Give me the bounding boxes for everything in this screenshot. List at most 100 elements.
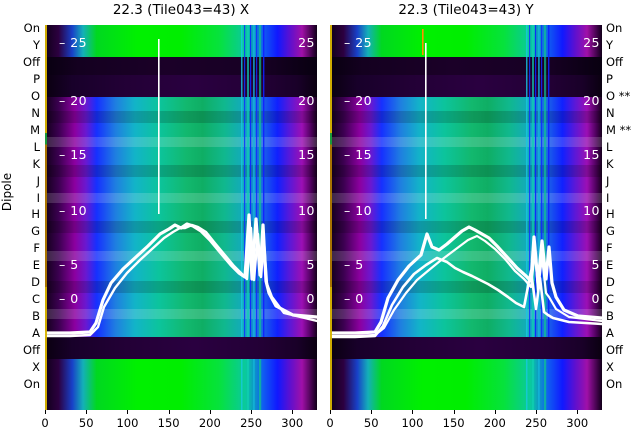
xtick-x-label-200: 200 [198,416,221,430]
xtick-y-mark-150 [453,410,455,414]
curve-primary-y [330,225,602,335]
inner-ytick-y-right-25: 25 [583,35,600,50]
left-category-a-18: A [32,326,40,341]
right-category-j-9: J [606,173,610,188]
inner-ytick-y-right-15: 15 [583,147,600,162]
right-category-g-12: G [606,224,615,239]
xtick-y-label-150: 150 [442,416,465,430]
xtick-y-mark-50 [371,410,373,414]
inner-ytick-y-right-20: 20 [583,93,600,108]
xtick-y-mark-200 [494,410,496,414]
left-category-o-4: O [30,88,40,103]
xtick-x-label-50: 50 [78,416,94,430]
inner-ytick-y-left-0: – 0 [344,291,364,306]
inner-ytick-left-5: – 5 [59,257,79,272]
inner-ytick-left-20: – 20 [59,93,88,108]
inner-ytick-y-left-20: – 20 [344,93,373,108]
plot-area-y[interactable]: – 25 – 20 – 15 – 10 – 5 – 0 25 20 15 10 … [330,25,602,410]
panel-title-x: 22.3 (Tile043=43) X [112,2,250,18]
inner-ytick-y-right-10: 10 [583,203,600,218]
left-category-i-10: I [36,190,40,205]
xtick-y-mark-300 [577,410,579,414]
right-category-f-13: F [606,241,613,256]
left-category-m-6: M [30,122,40,137]
right-category-n-5: N [606,105,615,120]
left-edge-color-strip [45,25,47,410]
panel-title-y: 22.3 (Tile043=43) Y [398,2,534,18]
curve-secondary-y [330,256,602,339]
right-category-on-0: On [606,21,623,35]
right-category-x-20: X [606,360,614,375]
spike-line-y [425,43,427,219]
plot-area-x[interactable]: – 25 – 20 – 15 – 10 – 5 – 0 25 20 15 10 … [45,25,317,410]
right-category-e-14: E [606,258,614,273]
right-category-h-11: H [606,207,615,222]
xtick-x-label-300: 300 [281,416,304,430]
xtick-x-label-250: 250 [240,416,263,430]
right-category-i-10: I [606,190,610,205]
curve-tertiary-y [330,234,602,338]
left-category-on-21: On [23,377,40,391]
left-category-x-20: X [32,360,40,375]
left-category-off-19: Off [23,343,40,358]
xtick-x-mark-0 [45,410,46,414]
right-category-b-17: B [606,309,614,324]
right-category-a-18: A [606,326,614,341]
right-category-k-8: K [606,156,614,171]
inner-ytick-y-left-25: – 25 [344,35,373,50]
xtick-x-mark-50 [86,410,88,414]
xtick-y-label-300: 300 [566,416,589,430]
left-category-e-14: E [32,258,40,273]
xtick-x-mark-250 [251,410,253,414]
xtick-x-label-100: 100 [116,416,139,430]
inner-ytick-left-25: – 25 [59,35,88,50]
inner-ytick-left-15: – 15 [59,147,88,162]
xtick-y-label-50: 50 [363,416,379,430]
left-category-c-16: C [31,292,40,307]
left-category-y-1: Y [32,37,40,52]
inner-ytick-right-10: 10 [298,203,315,218]
xtick-y-mark-250 [536,410,538,414]
right-category-y-1: Y [606,37,614,52]
left-category-j-9: J [36,173,40,188]
right-category-on-21: On [606,377,623,391]
inner-ytick-right-0: 0 [306,291,315,306]
xtick-x-label-0: 0 [41,416,49,430]
right-category-o-4: O ** [606,88,631,103]
xtick-y-label-0: 0 [326,416,334,430]
xtick-y-mark-100 [412,410,414,414]
heatmap-x [45,25,317,410]
xtick-x-mark-100 [127,410,129,414]
left-category-f-13: F [33,241,40,256]
xtick-x-mark-150 [168,410,170,414]
right-category-p-3: P [606,71,613,86]
left-category-on-0: On [23,21,40,35]
xtick-y-label-200: 200 [483,416,506,430]
left-category-p-3: P [33,71,40,86]
right-category-m-6: M ** [606,122,632,137]
left-category-g-12: G [31,224,40,239]
left-category-l-7: L [33,139,40,154]
right-category-c-16: C [606,292,615,307]
right-category-off-19: Off [606,343,623,358]
inner-ytick-right-25: 25 [298,35,315,50]
left-category-h-11: H [31,207,40,222]
left-category-off-2: Off [23,54,40,69]
inner-ytick-right-15: 15 [298,147,315,162]
left-edge-color-strip-y [330,25,332,410]
inner-ytick-left-10: – 10 [59,203,88,218]
xtick-x-mark-200 [209,410,211,414]
right-category-off-2: Off [606,54,623,69]
inner-ytick-right-5: 5 [306,257,315,272]
xtick-y-mark-0 [330,410,331,414]
inner-ytick-left-0: – 0 [59,291,79,306]
xtick-y-label-100: 100 [401,416,424,430]
orange-tick-marker-y [422,29,424,55]
xtick-y-label-250: 250 [525,416,548,430]
right-category-l-7: L [606,139,613,154]
spike-line-x [158,39,160,214]
left-category-d-15: D [31,275,40,290]
inner-ytick-y-right-0: 0 [591,291,600,306]
inner-ytick-y-left-15: – 15 [344,147,373,162]
